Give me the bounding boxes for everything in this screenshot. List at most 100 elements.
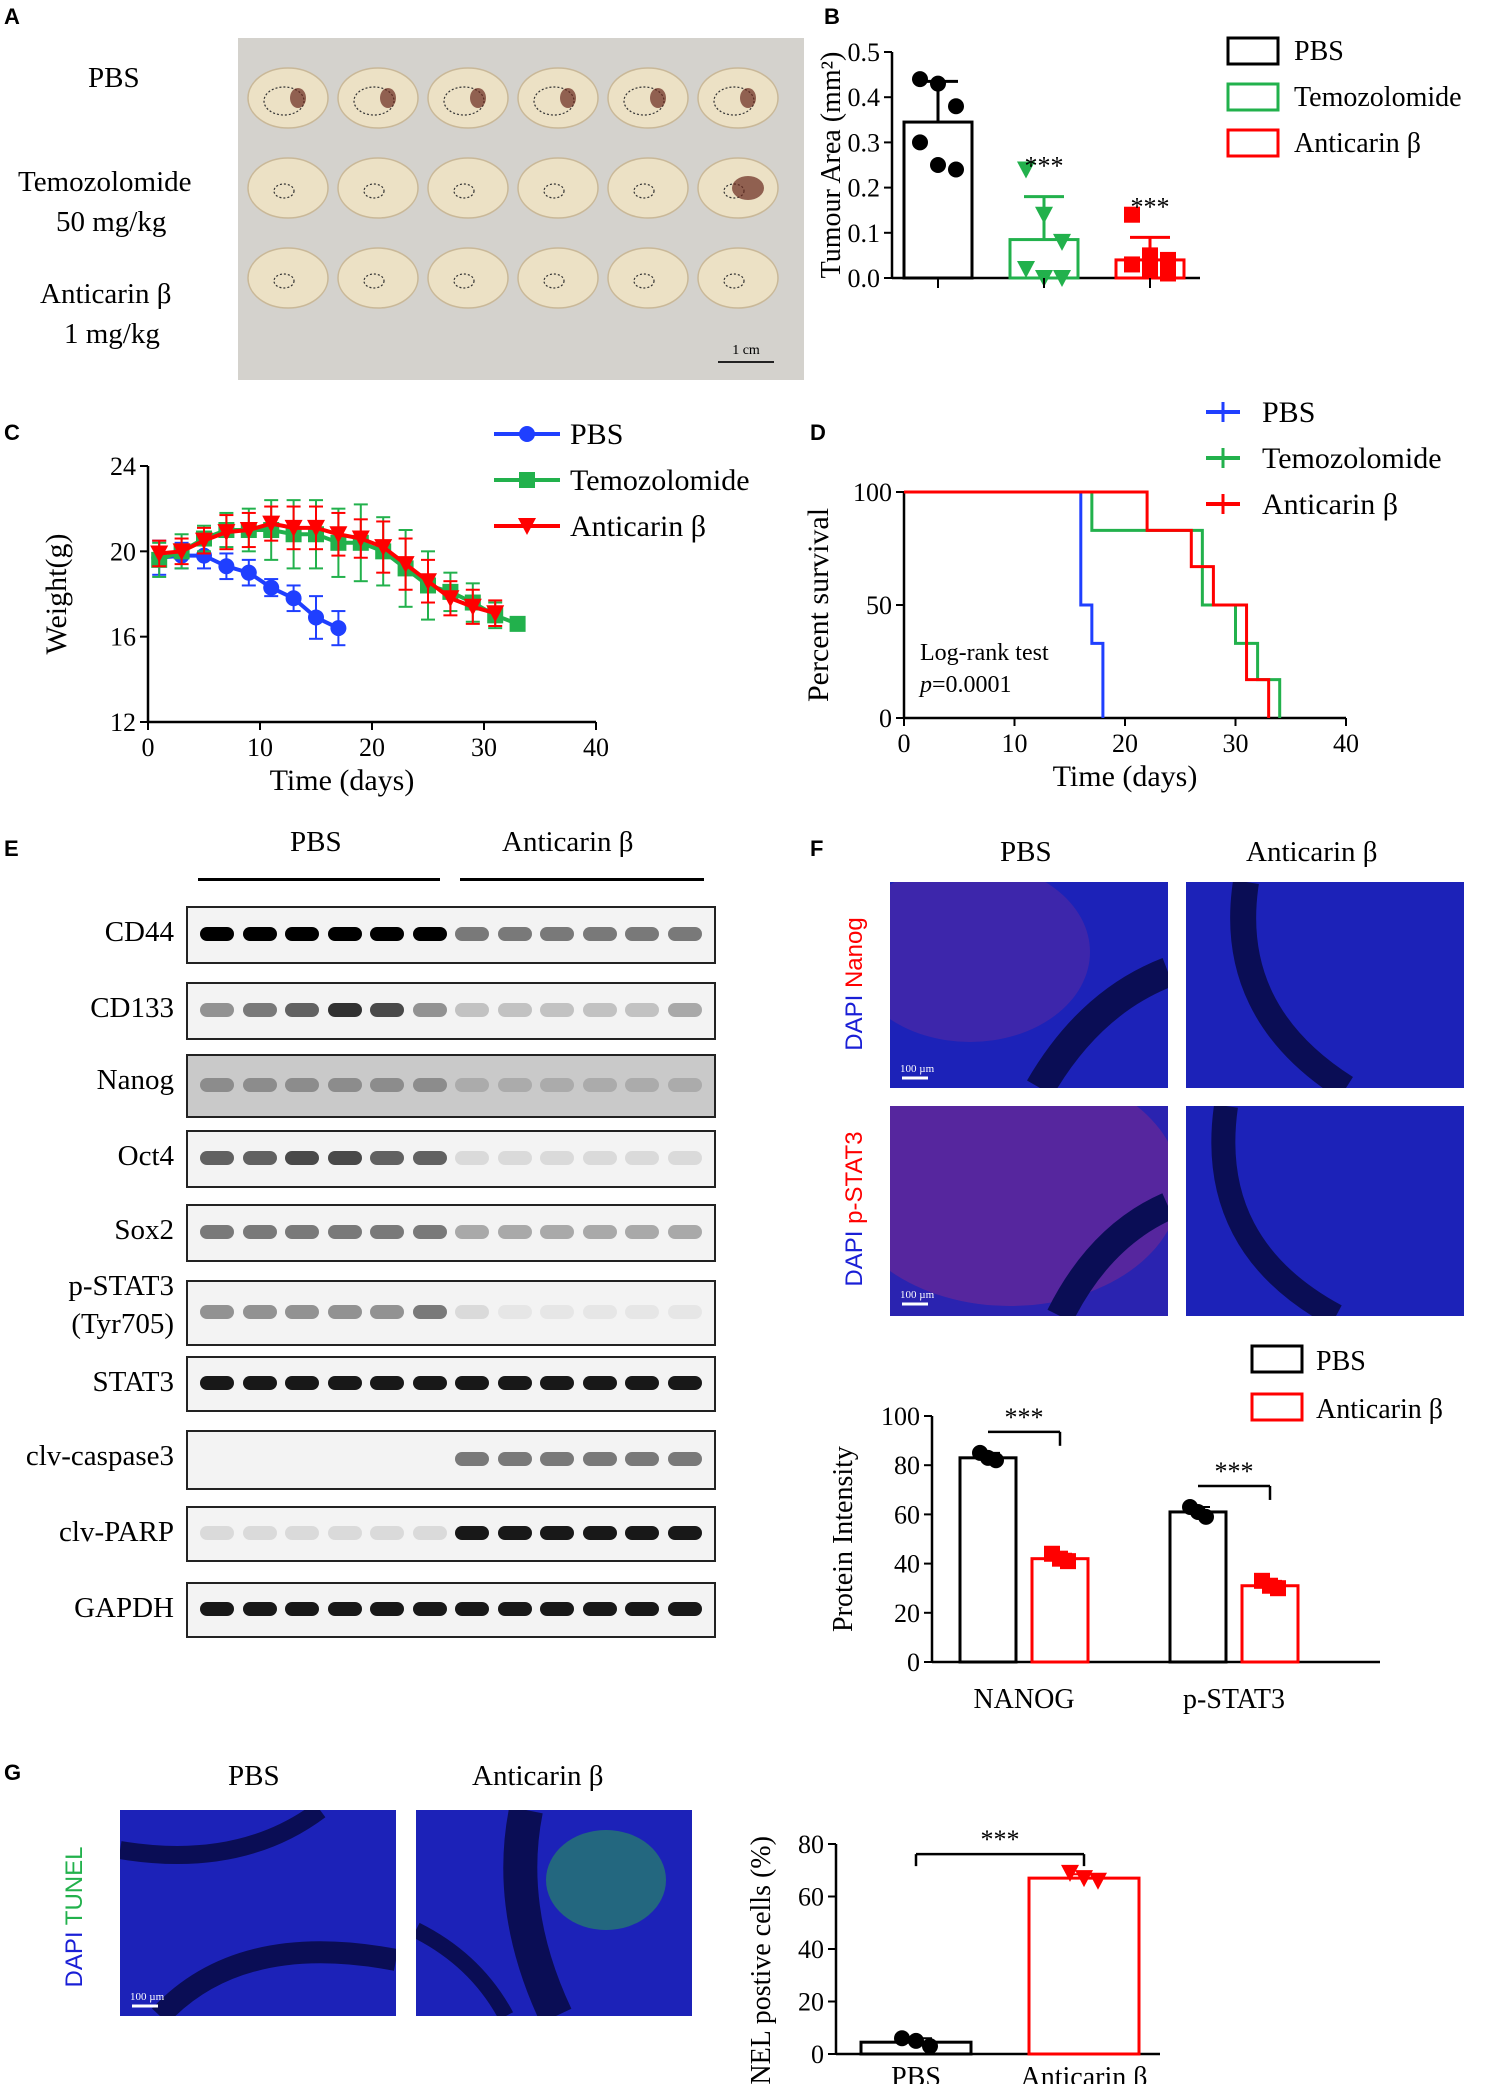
brain-slice: [697, 67, 779, 129]
b-point: [948, 161, 964, 178]
brain-slice: [337, 67, 419, 129]
d-y-label: Percent survival: [802, 508, 835, 702]
d-y-tick-label: 0: [879, 704, 892, 733]
b-point: [1124, 256, 1140, 273]
scale-bar-label: 1 cm: [732, 343, 760, 358]
d-line-2: [904, 490, 1271, 718]
blot-band: [540, 1305, 574, 1319]
tumour-outline: [273, 183, 295, 199]
brain-slice: [247, 67, 329, 129]
blot-band: [497, 1452, 532, 1466]
brain-slice: [607, 67, 689, 129]
blot-band: [242, 1225, 277, 1239]
blot-label: STAT3: [92, 1366, 174, 1398]
blot-band: [285, 927, 319, 941]
f-y-label: Protein Intensity: [828, 1446, 859, 1632]
tumour-outline: [453, 273, 475, 289]
blot-band: [242, 1003, 277, 1017]
tumour-outline: [363, 183, 385, 199]
b-y-tick-label: 0.5: [848, 38, 881, 67]
blot-band: [455, 1225, 489, 1239]
brain-slice: [517, 247, 599, 309]
g-y-label: TUNEL postive cells (%): [746, 1836, 777, 2084]
tumour-outline: [453, 183, 475, 199]
blot-band: [625, 1225, 659, 1239]
b-significance-2: ***: [1131, 192, 1170, 221]
if-image-pbs-nanog: 100 µm: [890, 882, 1168, 1088]
chart-f: 0 20 40 60 80 100 Protein Intensity NANOG *** p-S…: [828, 1344, 1443, 1715]
blot-band: [540, 1376, 574, 1390]
c-x-tick-label: 40: [583, 733, 609, 762]
blot-strip: [186, 1130, 716, 1188]
b-point: [1017, 260, 1035, 278]
blot-band: [625, 1003, 659, 1017]
f-bar: [1168, 1510, 1228, 1664]
blot-band: [455, 1151, 489, 1165]
b-point: [912, 134, 928, 151]
blot-band: [200, 1003, 234, 1017]
brain-slice: [427, 67, 509, 129]
g-y-tick-label: 0: [811, 2040, 824, 2069]
blot-label: p-STAT3: [68, 1270, 174, 1302]
blot-group-pbs: PBS: [290, 826, 342, 858]
b-legend-label-1: Temozolomide: [1294, 82, 1462, 113]
c-point: [308, 609, 324, 626]
blot-band: [625, 927, 659, 941]
blot-band: [625, 1078, 659, 1092]
brain-slice: [337, 157, 419, 219]
d-legend-label-1: Temozolomide: [1262, 442, 1442, 475]
blot-band: [455, 1526, 489, 1540]
blot-band: [412, 1151, 447, 1165]
blot-band: [242, 1526, 277, 1540]
c-point: [172, 543, 191, 561]
g-point: [1075, 1870, 1093, 1888]
blot-band: [370, 1526, 404, 1540]
blot-band: [582, 1526, 617, 1540]
brain-slice: [247, 157, 329, 219]
f-point: [988, 1452, 1004, 1469]
blot-strip: [186, 1280, 716, 1346]
blot-band: [540, 1225, 574, 1239]
g-significance: ***: [981, 1825, 1020, 1854]
blot-band: [497, 1003, 532, 1017]
c-point: [330, 620, 347, 637]
blot-label: GAPDH: [74, 1592, 174, 1624]
b-point: [1160, 265, 1176, 282]
blot-band: [540, 1526, 574, 1540]
tumour-outline: [543, 183, 565, 199]
c-point: [396, 556, 415, 574]
group-line-anticarin: [460, 878, 704, 881]
if-image-anticarin-nanog: [1186, 882, 1464, 1088]
c-point: [307, 519, 325, 537]
c-point: [262, 515, 281, 533]
if-row2-label: DAPI p-STAT3: [841, 1131, 868, 1287]
b-y-label: Tumour Area (mm²): [820, 52, 847, 279]
tumour-outline: [723, 273, 745, 289]
brain-slice: [697, 247, 779, 309]
blot-band: [497, 1602, 532, 1616]
tunel-image-pbs: 100 µm: [120, 1810, 396, 2016]
blot-band: [540, 1003, 574, 1017]
blot-band: [242, 1151, 277, 1165]
c-legend-marker-1: [519, 472, 535, 488]
blot-band: [285, 1602, 319, 1616]
blot-band: [370, 1225, 404, 1239]
tunel-row-label: DAPI TUNEL: [61, 1846, 88, 1988]
blot-band: [667, 927, 702, 941]
f-significance: ***: [1005, 1403, 1044, 1432]
f-x-tick-label: p-STAT3: [1183, 1684, 1285, 1715]
blot-band: [327, 1003, 362, 1017]
c-x-tick-label: 0: [142, 733, 155, 762]
blot-band: [370, 1151, 404, 1165]
c-y-tick-label: 20: [110, 537, 136, 566]
if-image-anticarin-pstat3: [1186, 1106, 1464, 1316]
blot-band: [455, 1305, 489, 1319]
f-point: [1270, 1580, 1286, 1597]
blot-label: Oct4: [117, 1140, 174, 1172]
blot-band: [412, 1225, 447, 1239]
b-legend-swatch-2: [1226, 128, 1280, 158]
blot-band: [455, 1452, 489, 1466]
brain-slice: [427, 157, 509, 219]
blot-band: [540, 1602, 574, 1616]
chart-g: 0 20 40 60 80 TUNEL postive cells (%) PBS Antic…: [746, 1825, 1160, 2084]
